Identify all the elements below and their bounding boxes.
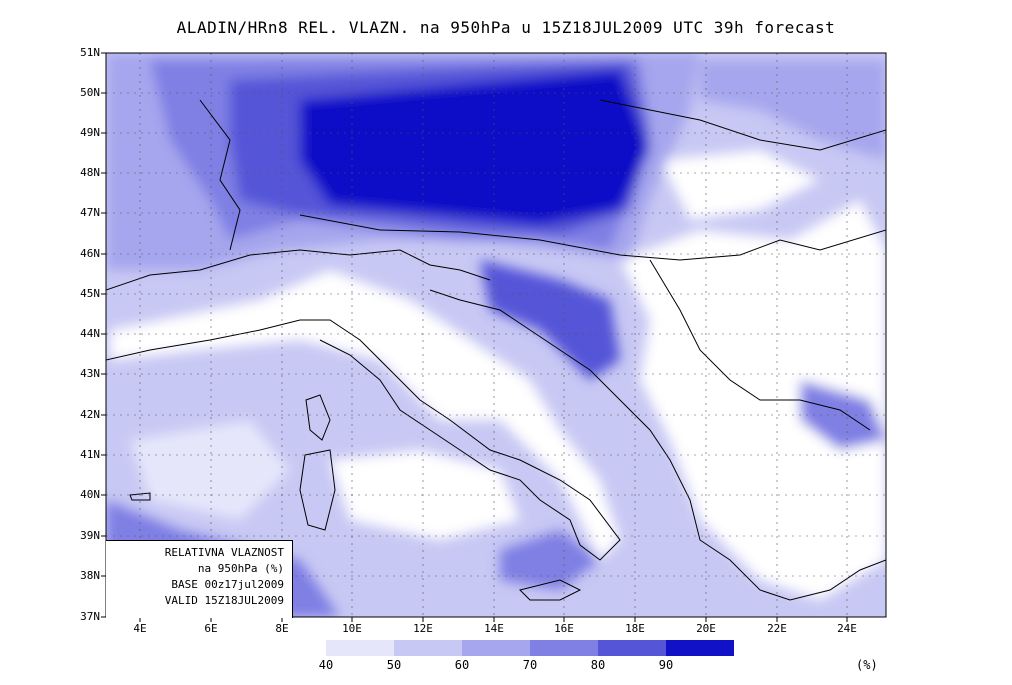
info-line: RELATIVNA VLAZNOST [164,546,284,559]
colorbar-label: 90 [658,658,674,672]
colorbar-label: 50 [386,658,402,672]
lon-label: 14E [484,622,504,635]
colorbar-swatch [530,640,598,656]
lat-label: 45N [80,287,100,300]
lon-label: 6E [204,622,218,635]
lat-label: 48N [80,166,100,179]
moist-ne [700,60,886,160]
colorbar [326,640,734,656]
graticule [106,53,886,617]
colorbar-label: 40 [318,658,334,672]
lat-label: 43N [80,367,100,380]
colorbar-label: 80 [590,658,606,672]
lon-label: 20E [696,622,716,635]
lat-label: 49N [80,126,100,139]
colorbar-swatch [326,640,394,656]
lat-label: 42N [80,408,100,421]
coastlines [106,99,886,601]
colorbar-swatch [462,640,530,656]
dry-area-tyrrhenian [330,450,520,540]
colorbar-unit: (%) [856,658,878,672]
info-line: na 950hPa (%) [197,562,284,575]
info-line: BASE 00z17jul2009 [171,578,284,591]
lat-label: 41N [80,448,100,461]
map-border [105,52,887,618]
dry-area-balkans [620,200,886,600]
lon-label: 8E [275,622,289,635]
axis-ticks [101,52,848,622]
lat-label: 50N [80,86,100,99]
colorbar-label: 60 [454,658,470,672]
lat-label: 44N [80,327,100,340]
lon-label: 18E [625,622,645,635]
lat-label: 51N [80,46,100,59]
map-title: ALADIN/HRn8 REL. VLAZN. na 950hPa u 15Z1… [176,18,836,37]
moist-ionian [500,530,600,590]
lon-label: 4E [133,622,147,635]
lon-label: 24E [837,622,857,635]
dry-area-east [660,150,820,220]
lon-label: 22E [767,622,787,635]
info-box: RELATIVNA VLAZNOST na 950hPa (%) BASE 00… [106,540,293,618]
moist-adriatic [480,260,620,380]
lon-label: 12E [413,622,433,635]
lat-label: 46N [80,247,100,260]
colorbar-swatch [598,640,666,656]
colorbar-label: 70 [522,658,538,672]
lon-label: 10E [342,622,362,635]
lat-label: 37N [80,610,100,623]
colorbar-swatch [394,640,462,656]
dry-area-italy [110,270,620,560]
lat-label: 38N [80,569,100,582]
moist-core-3 [300,70,650,225]
colorbar-swatch [666,640,734,656]
lon-label: 16E [554,622,574,635]
info-line: VALID 15Z18JUL2009 [164,594,284,607]
lat-label: 40N [80,488,100,501]
lat-label: 47N [80,206,100,219]
lat-label: 39N [80,529,100,542]
